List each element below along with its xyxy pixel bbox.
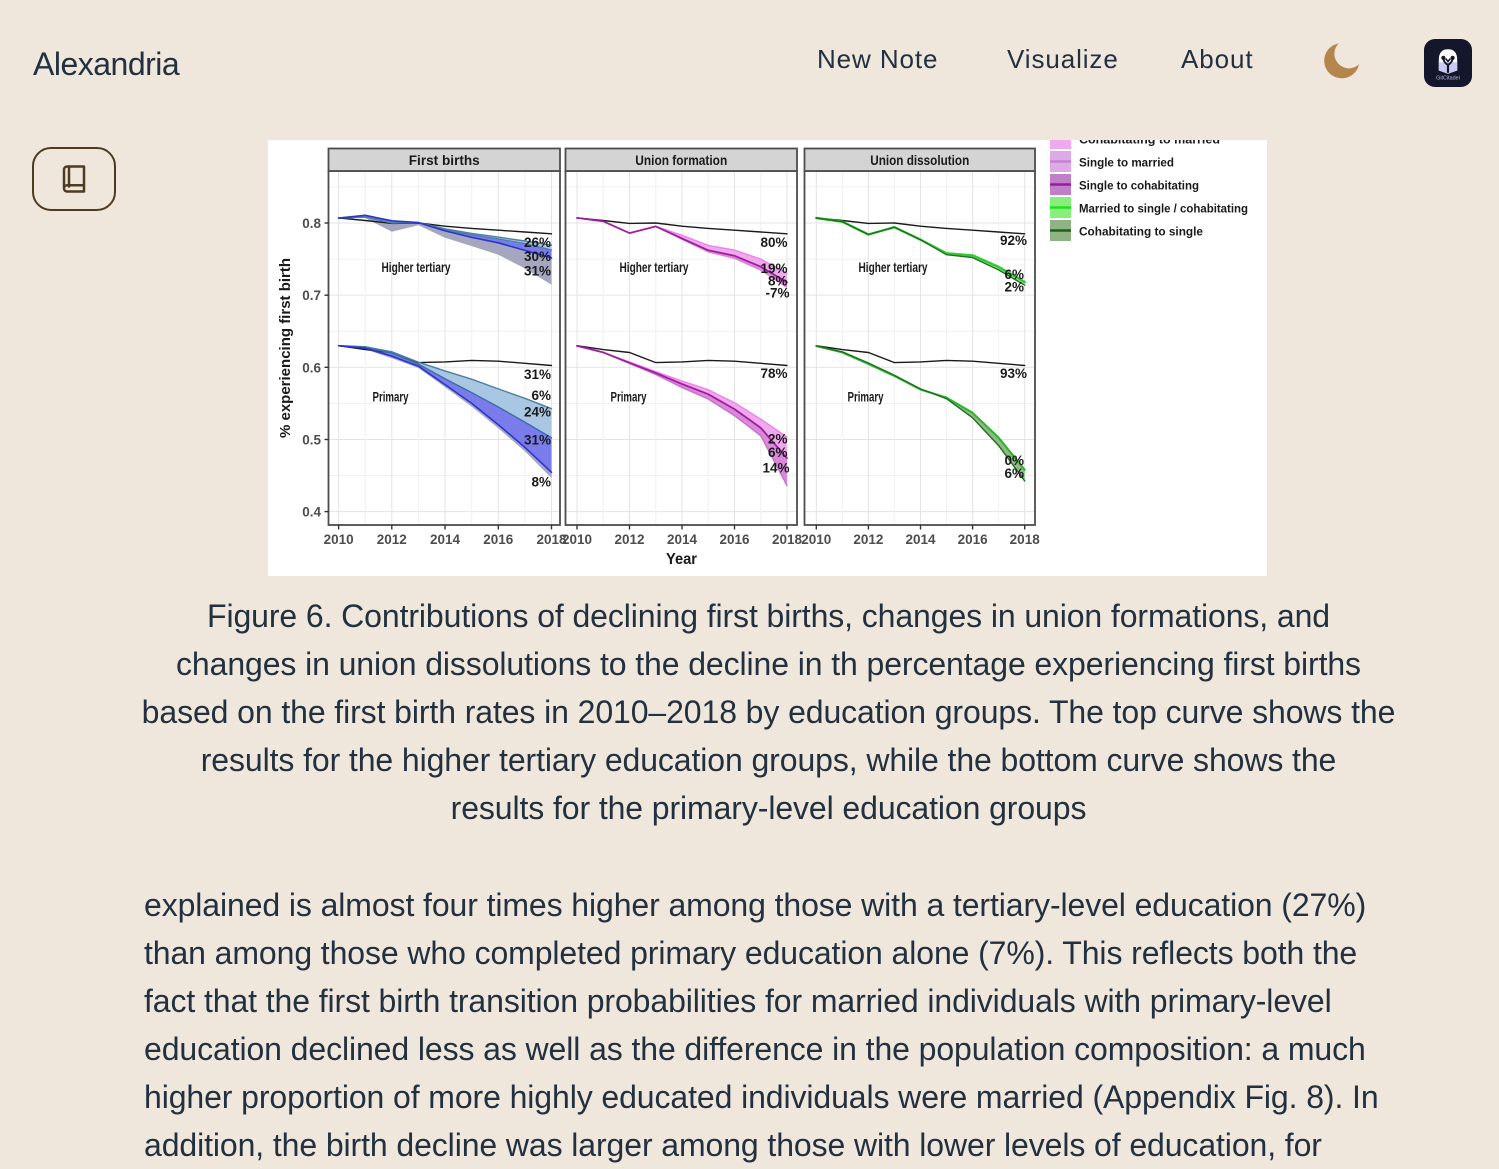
- svg-text:2010: 2010: [324, 532, 354, 547]
- svg-text:2012: 2012: [614, 532, 644, 547]
- svg-text:2012: 2012: [853, 532, 883, 547]
- svg-text:Married to single / cohabitati: Married to single / cohabitating: [1079, 202, 1248, 216]
- svg-text:0.5: 0.5: [302, 433, 321, 448]
- svg-text:78%: 78%: [760, 366, 787, 381]
- svg-text:2012: 2012: [377, 532, 407, 547]
- svg-text:2%: 2%: [768, 432, 788, 447]
- svg-text:Single to cohabitating: Single to cohabitating: [1079, 179, 1199, 193]
- svg-text:Primary: Primary: [848, 390, 884, 405]
- svg-text:Higher tertiary: Higher tertiary: [382, 260, 451, 275]
- svg-text:31%: 31%: [524, 433, 551, 448]
- svg-text:2014: 2014: [667, 532, 698, 547]
- svg-text:Higher tertiary: Higher tertiary: [620, 260, 689, 275]
- svg-text:14%: 14%: [762, 461, 789, 476]
- svg-text:6%: 6%: [1004, 267, 1024, 282]
- svg-text:Primary: Primary: [611, 390, 647, 405]
- svg-text:80%: 80%: [760, 235, 787, 250]
- svg-text:0.8: 0.8: [302, 216, 321, 231]
- svg-text:Single to married: Single to married: [1079, 156, 1174, 170]
- svg-text:31%: 31%: [524, 264, 551, 279]
- svg-text:% experiencing first birth: % experiencing first birth: [277, 258, 294, 438]
- svg-text:2%: 2%: [1004, 280, 1024, 295]
- svg-text:Primary: Primary: [373, 390, 409, 405]
- svg-text:92%: 92%: [1000, 233, 1027, 248]
- svg-text:2016: 2016: [719, 532, 750, 547]
- svg-text:6%: 6%: [531, 388, 551, 403]
- svg-text:0%: 0%: [1004, 453, 1024, 468]
- svg-text:First births: First births: [409, 152, 480, 168]
- svg-text:GitCitadel: GitCitadel: [1436, 76, 1460, 82]
- svg-text:26%: 26%: [524, 235, 551, 250]
- svg-text:8%: 8%: [768, 274, 788, 289]
- svg-text:Cohabitating to single: Cohabitating to single: [1079, 225, 1203, 239]
- svg-text:24%: 24%: [524, 405, 551, 420]
- svg-text:2016: 2016: [958, 532, 989, 547]
- svg-text:2014: 2014: [905, 532, 936, 547]
- svg-text:19%: 19%: [760, 261, 787, 276]
- svg-text:0.7: 0.7: [302, 288, 321, 303]
- svg-text:-7%: -7%: [765, 286, 789, 301]
- svg-text:0.6: 0.6: [302, 360, 321, 375]
- svg-text:30%: 30%: [524, 249, 551, 264]
- svg-text:Union formation: Union formation: [635, 152, 727, 168]
- svg-text:Higher tertiary: Higher tertiary: [859, 260, 928, 275]
- svg-text:8%: 8%: [531, 475, 551, 490]
- svg-text:2014: 2014: [430, 532, 461, 547]
- svg-text:93%: 93%: [1000, 366, 1027, 381]
- svg-text:6%: 6%: [768, 445, 788, 460]
- svg-text:Cohabitating to married: Cohabitating to married: [1079, 140, 1220, 147]
- svg-text:2018: 2018: [536, 532, 567, 547]
- svg-text:2018: 2018: [772, 532, 803, 547]
- svg-text:0.4: 0.4: [302, 505, 321, 520]
- svg-text:2016: 2016: [483, 532, 514, 547]
- svg-text:2010: 2010: [801, 532, 831, 547]
- svg-text:2010: 2010: [562, 532, 592, 547]
- svg-text:31%: 31%: [524, 367, 551, 382]
- svg-text:Union dissolution: Union dissolution: [870, 152, 969, 168]
- svg-text:Year: Year: [666, 551, 697, 568]
- svg-text:2018: 2018: [1010, 532, 1041, 547]
- svg-text:6%: 6%: [1004, 466, 1024, 481]
